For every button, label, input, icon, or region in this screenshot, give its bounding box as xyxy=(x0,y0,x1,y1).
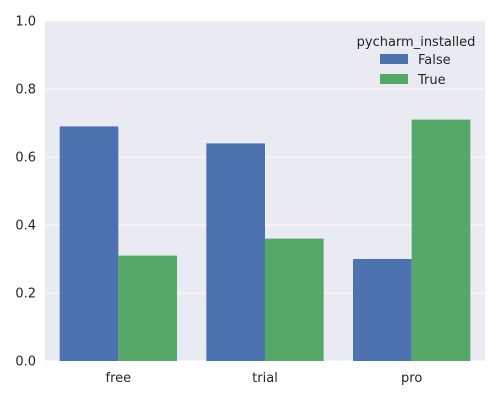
legend: pycharm_installed False True xyxy=(357,35,476,88)
bar-free-false xyxy=(59,126,119,362)
legend-swatch-false xyxy=(380,54,408,64)
bar-free-true xyxy=(118,255,177,361)
x-tick-label: trial xyxy=(252,371,278,386)
bars xyxy=(59,119,471,362)
y-tick-label: 0.8 xyxy=(15,83,36,98)
bar-trial-true xyxy=(265,238,324,361)
legend-label: True xyxy=(417,73,446,88)
x-tick-label: pro xyxy=(401,371,422,386)
y-axis-ticks: 0.0 0.2 0.4 0.6 0.8 1.0 xyxy=(15,15,36,370)
y-tick-label: 0.0 xyxy=(15,355,36,370)
y-tick-label: 0.4 xyxy=(15,219,36,234)
bar-pro-false xyxy=(353,259,412,361)
bar-trial-false xyxy=(206,143,265,361)
legend-label: False xyxy=(418,53,451,68)
y-tick-label: 1.0 xyxy=(15,15,36,30)
y-tick-label: 0.2 xyxy=(15,287,36,302)
x-axis-ticks: free trial pro xyxy=(106,371,423,386)
legend-swatch-true xyxy=(380,74,408,84)
x-tick-label: free xyxy=(106,371,132,386)
bar-pro-true xyxy=(411,119,471,361)
y-tick-label: 0.6 xyxy=(15,151,36,166)
legend-title: pycharm_installed xyxy=(357,35,476,50)
